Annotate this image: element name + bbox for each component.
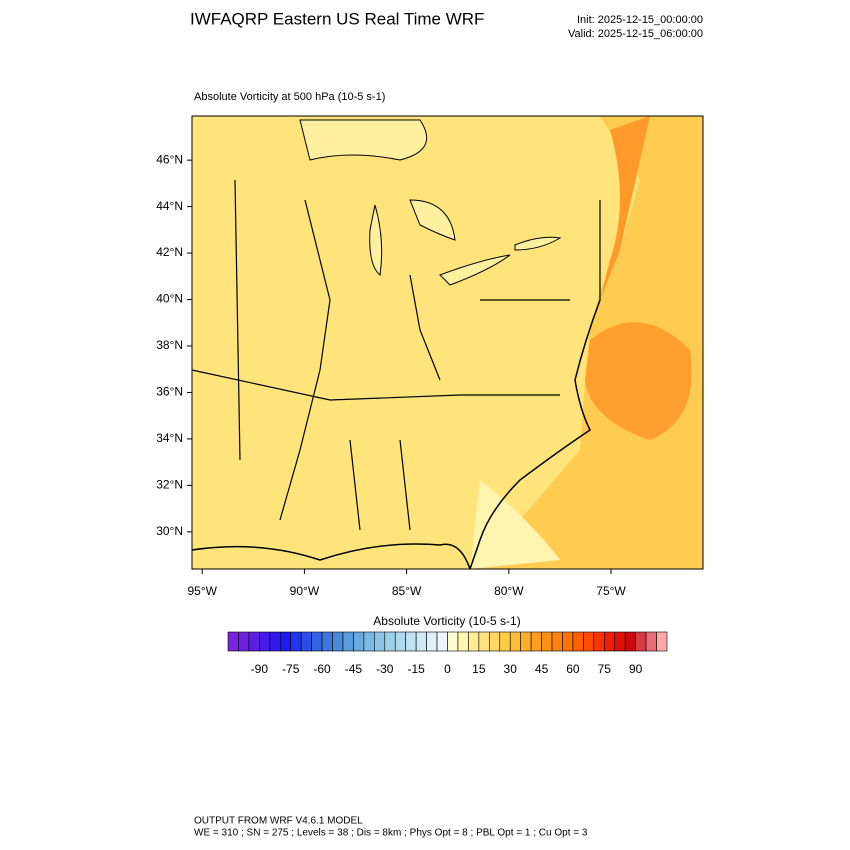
colorbar-box bbox=[614, 631, 626, 652]
lake-michigan bbox=[369, 204, 383, 276]
state-borders bbox=[191, 179, 601, 531]
footer-line: OUTPUT FROM WRF V4.6.1 MODEL bbox=[194, 816, 363, 827]
lat-tick-label: 42°N bbox=[156, 245, 183, 259]
vorticity-max bbox=[585, 322, 692, 440]
colorbar-box bbox=[436, 631, 448, 652]
colorbar-box bbox=[269, 631, 281, 652]
ocean-field bbox=[470, 116, 703, 569]
colorbar-tick-label: 60 bbox=[566, 662, 580, 676]
colorbar-box bbox=[394, 631, 406, 652]
lake-superior bbox=[299, 119, 428, 161]
map-frame bbox=[191, 115, 704, 570]
colorbar-tick-label: 75 bbox=[598, 662, 612, 676]
colorbar-tick-label: -60 bbox=[313, 662, 331, 676]
lat-tick-label: 34°N bbox=[156, 431, 183, 445]
colorbar-box bbox=[279, 631, 292, 652]
colorbar-box bbox=[415, 631, 427, 652]
colorbar-box bbox=[290, 631, 302, 652]
colorbar-box bbox=[238, 631, 250, 652]
colorbar-box bbox=[384, 631, 396, 652]
lake-ontario bbox=[514, 236, 562, 251]
colorbar-box bbox=[645, 631, 657, 652]
colorbar-box bbox=[489, 631, 501, 652]
colorbar-box bbox=[342, 631, 354, 652]
colorbar-box bbox=[405, 631, 417, 652]
colorbar-tick-label: -90 bbox=[251, 662, 269, 676]
colorbar-box bbox=[300, 631, 312, 652]
footer-line: WE = 310 ; SN = 275 ; Levels = 38 ; Dis … bbox=[194, 828, 588, 839]
lon-tick-label: 85°W bbox=[392, 584, 422, 598]
lat-tick-label: 30°N bbox=[156, 524, 183, 538]
ocean-low bbox=[470, 480, 560, 569]
colorbar-tick-label: 30 bbox=[504, 662, 518, 676]
lat-tick-label: 46°N bbox=[156, 152, 183, 166]
colorbar-box bbox=[572, 631, 584, 652]
colorbar: -90 -75 -60 -45 -30 -15 0 15 30 45 60 75 90 bbox=[227, 631, 668, 676]
colorbar-box bbox=[311, 631, 323, 652]
lake-erie bbox=[439, 254, 511, 286]
colorbar-box bbox=[656, 631, 668, 652]
colorbar-tick-label: 45 bbox=[535, 662, 549, 676]
colorbar-box bbox=[551, 631, 563, 652]
colorbar-box bbox=[227, 631, 239, 652]
lon-tick-label: 90°W bbox=[290, 584, 320, 598]
subtitle: Absolute Vorticity at 500 hPa (10-5 s-1) bbox=[194, 91, 385, 103]
valid-time: Valid: 2025-12-15_06:00:00 bbox=[568, 28, 703, 40]
colorbar-box bbox=[635, 631, 647, 652]
colorbar-title: Absolute Vorticity (10-5 s-1) bbox=[373, 614, 520, 628]
colorbar-box bbox=[457, 631, 469, 652]
colorbar-box bbox=[468, 631, 480, 652]
colorbar-box bbox=[478, 631, 490, 652]
colorbar-tick-label: -30 bbox=[376, 662, 394, 676]
lat-tick-label: 44°N bbox=[156, 199, 183, 213]
colorbar-tick-label: 15 bbox=[472, 662, 486, 676]
colorbar-box bbox=[353, 631, 365, 652]
colorbar-box bbox=[447, 631, 459, 652]
colorbar-box bbox=[248, 631, 260, 652]
colorbar-box bbox=[509, 631, 521, 652]
lon-tick-label: 80°W bbox=[494, 584, 524, 598]
lat-tick-label: 40°N bbox=[156, 292, 183, 306]
coastline bbox=[191, 299, 601, 570]
colorbar-tick-label: 0 bbox=[444, 662, 451, 676]
colorbar-box bbox=[562, 631, 574, 652]
colorbar-box bbox=[426, 631, 438, 652]
colorbar-box bbox=[332, 631, 344, 652]
colorbar-box bbox=[583, 631, 595, 652]
colorbar-tick-label: -75 bbox=[282, 662, 300, 676]
title: IWFAQRP Eastern US Real Time WRF bbox=[190, 9, 484, 28]
lat-tick-label: 38°N bbox=[156, 338, 183, 352]
colorbar-box bbox=[593, 631, 605, 652]
lake-huron bbox=[409, 199, 456, 241]
vorticity-band bbox=[600, 116, 650, 300]
colorbar-box bbox=[374, 631, 386, 652]
init-time: Init: 2025-12-15_00:00:00 bbox=[577, 14, 703, 26]
colorbar-tick-label: -45 bbox=[345, 662, 363, 676]
colorbar-box bbox=[520, 631, 532, 652]
colorbar-box bbox=[541, 631, 553, 652]
colorbar-box bbox=[530, 631, 542, 652]
map bbox=[191, 115, 704, 570]
colorbar-box bbox=[259, 631, 271, 652]
colorbar-box bbox=[363, 631, 375, 652]
colorbar-box bbox=[321, 631, 333, 652]
colorbar-box bbox=[603, 631, 616, 652]
colorbar-box bbox=[624, 631, 636, 652]
lat-tick-label: 32°N bbox=[156, 478, 183, 492]
colorbar-tick-label: 90 bbox=[629, 662, 643, 676]
colorbar-box bbox=[499, 631, 511, 652]
colorbar-tick-label: -15 bbox=[407, 662, 425, 676]
lon-tick-label: 75°W bbox=[596, 584, 626, 598]
lat-tick-label: 36°N bbox=[156, 385, 183, 399]
lon-tick-label: 95°W bbox=[187, 584, 217, 598]
